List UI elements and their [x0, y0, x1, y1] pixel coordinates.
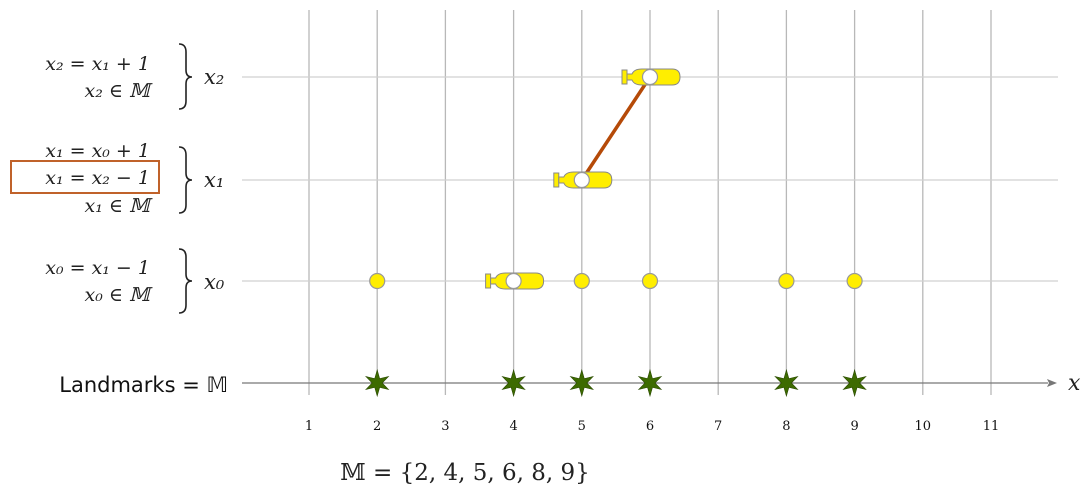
row-x1-label: x₁	[204, 168, 224, 192]
row-x2-label: x₂	[204, 65, 224, 89]
landmark-star-9	[842, 368, 867, 398]
row-x0-label: x₀	[204, 270, 225, 294]
point-x0-8	[778, 272, 795, 290]
row-points	[369, 68, 863, 290]
landmark-star-6	[637, 368, 663, 398]
point-x0-6	[641, 272, 659, 290]
tick-label-8: 8	[782, 419, 790, 434]
row-x1-brace	[178, 146, 193, 214]
row-x0-equation-1: x₀ = x₁ − 1	[45, 257, 150, 279]
row-x1-equation-1: x₁ = x₀ + 1	[45, 140, 150, 162]
x-axis-label: x	[1068, 371, 1081, 396]
highlight-box	[10, 160, 160, 194]
row-x1-equation-3: x₁ ∈ 𝕄	[84, 195, 152, 217]
set-definition: 𝕄 = {2, 4, 5, 6, 8, 9}	[340, 460, 590, 486]
row-x2-equation-1: x₂ = x₁ + 1	[45, 53, 150, 75]
tick-label-7: 7	[714, 419, 722, 434]
x-axis-arrow	[1047, 379, 1057, 387]
link-line	[580, 75, 652, 182]
tick-label-6: 6	[646, 419, 654, 434]
tick-label-3: 3	[441, 419, 449, 434]
landmark-star-2	[365, 368, 390, 398]
landmarks-label: Landmarks = 𝕄	[59, 373, 228, 397]
point-x2-6	[641, 68, 659, 86]
grid	[242, 10, 1058, 395]
row-x0-brace	[178, 248, 193, 314]
landmark-star-5	[569, 368, 594, 398]
point-x0-5	[573, 272, 590, 290]
row-x0-equation-2: x₀ ∈ 𝕄	[84, 284, 152, 306]
tick-label-4: 4	[509, 419, 517, 434]
point-x0-9	[846, 272, 863, 290]
landmark-star-8	[774, 368, 799, 398]
row-x2-equations: x₂ = x₁ + 1 x₂ ∈ 𝕄	[45, 53, 153, 102]
tick-label-5: 5	[578, 419, 586, 434]
landmark-stars	[365, 368, 867, 398]
tick-label-10: 10	[915, 419, 932, 434]
row-x2-equation-2: x₂ ∈ 𝕄	[84, 80, 152, 102]
row-x2-brace	[178, 43, 193, 110]
x-axis: x	[242, 371, 1081, 396]
point-x0-2	[369, 272, 386, 290]
row-x1-equations: x₁ = x₀ + 1 x₁ = x₂ − 1 x₁ ∈ 𝕄	[45, 140, 153, 217]
pointer-handle-x2	[621, 69, 628, 85]
landmark-star-4	[501, 368, 526, 398]
point-x0-4	[505, 272, 522, 290]
pointer-handle-x0	[485, 273, 492, 289]
row-x0-equations: x₀ = x₁ − 1 x₀ ∈ 𝕄	[45, 257, 153, 306]
tick-label-11: 11	[983, 419, 1000, 434]
pointer-handle-x1	[553, 172, 560, 188]
tick-label-1: 1	[305, 419, 313, 434]
row-x1-equation-2: x₁ = x₂ − 1	[45, 167, 150, 189]
x-axis-ticks: 1 2 3 4 5 6 7 8 9 10 11	[305, 419, 999, 434]
point-x1-5	[573, 171, 590, 189]
tick-label-9: 9	[850, 419, 858, 434]
tick-label-2: 2	[373, 419, 381, 434]
